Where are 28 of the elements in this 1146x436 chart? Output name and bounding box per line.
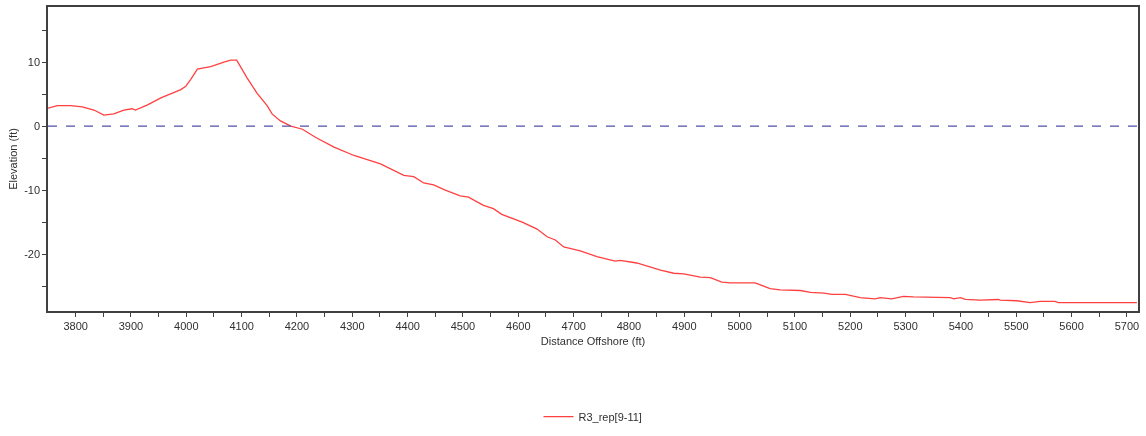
x-tick-label: 4200 <box>284 319 310 332</box>
x-tick-label: 3800 <box>63 319 88 332</box>
x-tick-label: 5100 <box>782 319 808 332</box>
x-tick-label: 4800 <box>616 319 642 332</box>
x-tick-label: 5300 <box>893 319 918 332</box>
x-tick-label: 5600 <box>1059 319 1084 332</box>
x-tick-label: 4700 <box>561 319 586 332</box>
y-axis-title: Elevation (ft) <box>7 128 20 190</box>
y-tick-label: 10 <box>27 55 41 68</box>
y-tick-label: -10 <box>24 183 41 196</box>
x-tick-label: 5400 <box>948 319 974 332</box>
x-tick-label: 5000 <box>727 319 752 332</box>
x-tick-label: 4900 <box>672 319 697 332</box>
x-tick-label: 4500 <box>450 319 476 332</box>
x-tick-label: 4000 <box>174 319 199 332</box>
y-tick-label: -20 <box>24 247 41 260</box>
x-tick-label: 3900 <box>118 319 144 332</box>
x-tick-label: 5200 <box>838 319 863 332</box>
line-series <box>48 59 1138 304</box>
x-tick-label: 4100 <box>229 319 254 332</box>
x-tick-label: 5500 <box>1004 319 1029 332</box>
legend-label: R3_rep[9-11] <box>578 410 642 423</box>
y-tick-label: 0 <box>33 119 41 132</box>
x-tick-label: 4300 <box>340 319 365 332</box>
x-axis-title: Distance Offshore (ft) <box>540 334 646 347</box>
x-tick-label: 4600 <box>506 319 531 332</box>
x-tick-label: 5700 <box>1114 319 1140 332</box>
x-tick-label: 4400 <box>395 319 420 332</box>
